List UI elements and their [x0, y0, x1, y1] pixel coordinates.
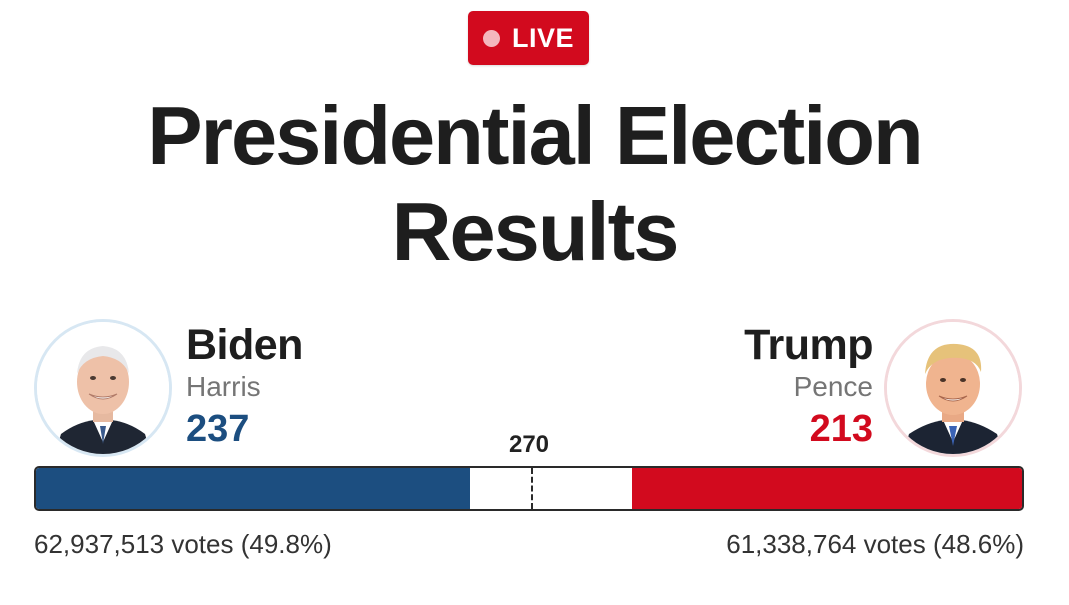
electoral-votes-right: 213: [809, 408, 873, 450]
popular-votes-right: 61,338,764 votes (48.6%): [726, 529, 1024, 559]
page-title: Presidential Election Results: [147, 89, 923, 278]
live-badge: LIVE: [468, 11, 589, 65]
threshold-marker: [530, 468, 533, 509]
running-mate-left: Harris: [186, 371, 261, 402]
running-mate-right: Pence: [793, 371, 873, 402]
electoral-votes-left: 237: [186, 408, 250, 450]
popular-votes-left: 62,937,513 votes (49.8%): [34, 529, 332, 559]
bar-segment-biden: [36, 468, 471, 509]
live-dot-icon: [482, 29, 500, 47]
threshold-label: 270: [508, 431, 550, 458]
candidate-photo-biden: [34, 319, 172, 457]
candidate-name-right: Trump: [744, 321, 873, 369]
bar-segment-trump: [631, 468, 1022, 509]
electoral-vote-bar: [34, 466, 1024, 511]
candidate-photo-trump: [884, 319, 1022, 457]
portrait-icon: [37, 322, 169, 454]
portrait-icon: [887, 322, 1019, 454]
live-label: LIVE: [511, 22, 574, 53]
candidate-name-left: Biden: [186, 321, 303, 369]
